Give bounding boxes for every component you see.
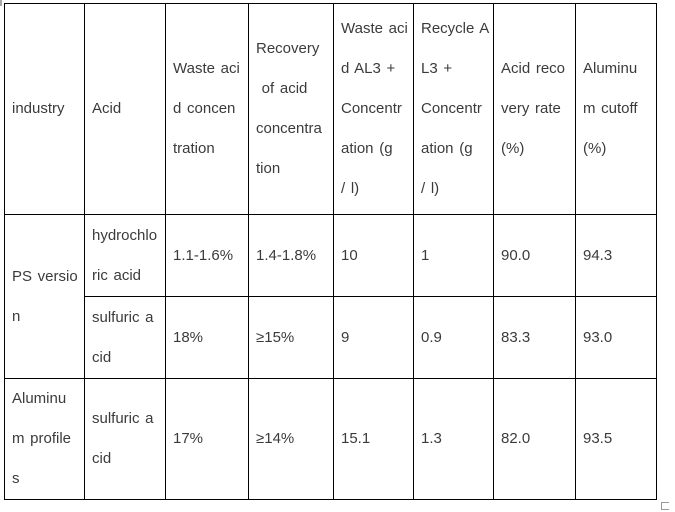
cell-acid-recovery-rate: 90.0 [493,214,576,297]
header-recovery-of-acid-concentration: Recovery of acid concentra tion [248,3,334,215]
table-header-row: industry Acid Waste aci d concen tration… [4,3,657,215]
header-acid: Acid [84,3,166,215]
header-acid-recovery-rate: Acid reco very rate (%) [493,3,576,215]
cell-acid-sulfuric: sulfuric a cid [84,296,166,379]
screen-edge-artifact-mark [0,0,2,6]
table-corner-bracket-mark [661,502,669,510]
cell-industry-aluminum-profiles: Aluminu m profile s [4,378,85,500]
header-waste-acid-al3-concentration: Waste aci d AL3 + Concentr ation (g / l) [333,3,414,215]
cell-waste-acid-al3: 15.1 [333,378,414,500]
cell-recovery-concentration: 1.4-1.8% [248,214,334,297]
cell-waste-acid-concentration: 1.1-1.6% [165,214,249,297]
cell-acid-recovery-rate: 82.0 [493,378,576,500]
acid-recovery-table: industry Acid Waste aci d concen tration… [4,3,657,500]
table-row-aluminum-profiles: Aluminu m profile s sulfuric a cid 17% ≥… [4,378,657,500]
cell-industry-ps-version: PS versio n [4,214,85,379]
table-row-ps-sulfuric: sulfuric a cid 18% ≥15% 9 0.9 83.3 93.0 [5,296,657,379]
cell-aluminum-cutoff: 94.3 [575,214,657,297]
cell-waste-acid-al3: 10 [333,214,414,297]
cell-recycle-al3: 1 [413,214,494,297]
cell-aluminum-cutoff: 93.0 [575,296,657,379]
table-row-ps-hydrochloric: PS versio n hydrochlo ric acid 1.1-1.6% … [4,214,657,379]
cell-waste-acid-concentration: 18% [165,296,249,379]
header-aluminum-cutoff: Aluminu m cutoff (%) [575,3,657,215]
cell-recovery-concentration: ≥15% [248,296,334,379]
cell-recycle-al3: 1.3 [413,378,494,500]
cell-acid-sulfuric: sulfuric a cid [84,378,166,500]
cell-waste-acid-concentration: 17% [165,378,249,500]
cell-recycle-al3: 0.9 [413,296,494,379]
header-recycle-al3-concentration: Recycle A L3 + Concentr ation (g / l) [413,3,494,215]
cell-aluminum-cutoff: 93.5 [575,378,657,500]
cell-acid-hydrochloric: hydrochlo ric acid [84,214,166,297]
cell-waste-acid-al3: 9 [333,296,414,379]
header-waste-acid-concentration: Waste aci d concen tration [165,3,249,215]
cell-recovery-concentration: ≥14% [248,378,334,500]
cell-acid-recovery-rate: 83.3 [493,296,576,379]
header-industry: industry [4,3,85,215]
